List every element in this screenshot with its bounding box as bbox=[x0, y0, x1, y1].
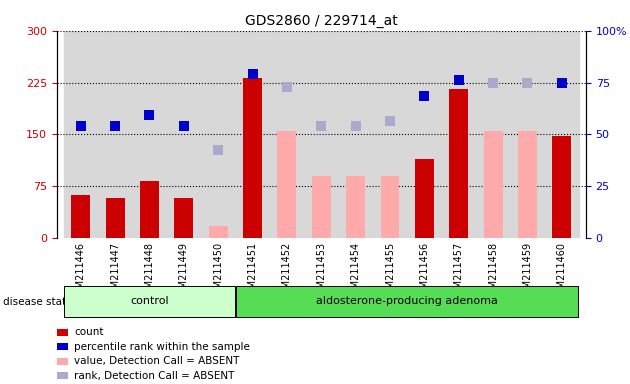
Point bbox=[213, 147, 223, 153]
Point bbox=[76, 123, 86, 129]
Bar bbox=[553, 136, 571, 238]
Bar bbox=[407, 31, 442, 238]
Text: rank, Detection Call = ABSENT: rank, Detection Call = ABSENT bbox=[74, 371, 235, 381]
Text: GSM211457: GSM211457 bbox=[454, 242, 464, 301]
Text: GSM211453: GSM211453 bbox=[316, 242, 326, 301]
Bar bbox=[312, 176, 331, 238]
Point bbox=[179, 123, 189, 129]
Point bbox=[488, 79, 498, 86]
Text: GSM211448: GSM211448 bbox=[144, 242, 154, 301]
Bar bbox=[545, 31, 579, 238]
Point bbox=[282, 84, 292, 91]
Text: GSM211460: GSM211460 bbox=[557, 242, 567, 301]
Text: value, Detection Call = ABSENT: value, Detection Call = ABSENT bbox=[74, 356, 239, 366]
Point bbox=[420, 93, 430, 99]
Title: GDS2860 / 229714_at: GDS2860 / 229714_at bbox=[245, 14, 398, 28]
Text: percentile rank within the sample: percentile rank within the sample bbox=[74, 342, 250, 352]
Text: GSM211452: GSM211452 bbox=[282, 242, 292, 301]
Text: GSM211456: GSM211456 bbox=[420, 242, 430, 301]
Point bbox=[248, 71, 258, 77]
Point bbox=[385, 118, 395, 124]
Text: GSM211459: GSM211459 bbox=[522, 242, 532, 301]
Bar bbox=[338, 31, 373, 238]
Text: GSM211454: GSM211454 bbox=[351, 242, 360, 301]
Text: GSM211446: GSM211446 bbox=[76, 242, 86, 301]
Text: control: control bbox=[130, 296, 169, 306]
Bar bbox=[236, 31, 270, 238]
Text: disease state ▶: disease state ▶ bbox=[3, 296, 84, 306]
Point bbox=[522, 79, 532, 86]
Bar bbox=[98, 31, 132, 238]
Bar bbox=[484, 131, 503, 238]
Bar bbox=[510, 31, 545, 238]
Text: GSM211451: GSM211451 bbox=[248, 242, 258, 301]
Point bbox=[454, 78, 464, 84]
Point bbox=[351, 123, 361, 129]
Text: GSM211447: GSM211447 bbox=[110, 242, 120, 301]
Bar bbox=[64, 31, 98, 238]
Bar bbox=[106, 198, 125, 238]
Bar bbox=[277, 131, 296, 238]
Bar bbox=[201, 31, 236, 238]
Text: GSM211449: GSM211449 bbox=[179, 242, 189, 301]
Bar bbox=[381, 176, 399, 238]
Text: count: count bbox=[74, 327, 104, 337]
Bar bbox=[476, 31, 510, 238]
Point bbox=[144, 112, 154, 118]
Bar bbox=[71, 195, 90, 238]
Bar bbox=[304, 31, 338, 238]
Point bbox=[316, 123, 326, 129]
Point bbox=[557, 79, 567, 86]
Bar bbox=[132, 31, 167, 238]
Bar bbox=[415, 159, 434, 238]
Bar bbox=[243, 78, 262, 238]
Bar bbox=[270, 31, 304, 238]
Bar bbox=[140, 181, 159, 238]
Bar bbox=[167, 31, 201, 238]
Text: GSM211450: GSM211450 bbox=[213, 242, 223, 301]
Bar bbox=[373, 31, 407, 238]
Point bbox=[110, 123, 120, 129]
Text: GSM211458: GSM211458 bbox=[488, 242, 498, 301]
Bar bbox=[442, 31, 476, 238]
Bar bbox=[518, 131, 537, 238]
Text: GSM211455: GSM211455 bbox=[385, 242, 395, 301]
Bar bbox=[346, 176, 365, 238]
Bar bbox=[175, 198, 193, 238]
Text: aldosterone-producing adenoma: aldosterone-producing adenoma bbox=[316, 296, 498, 306]
Bar bbox=[449, 89, 468, 238]
Bar bbox=[209, 226, 227, 238]
